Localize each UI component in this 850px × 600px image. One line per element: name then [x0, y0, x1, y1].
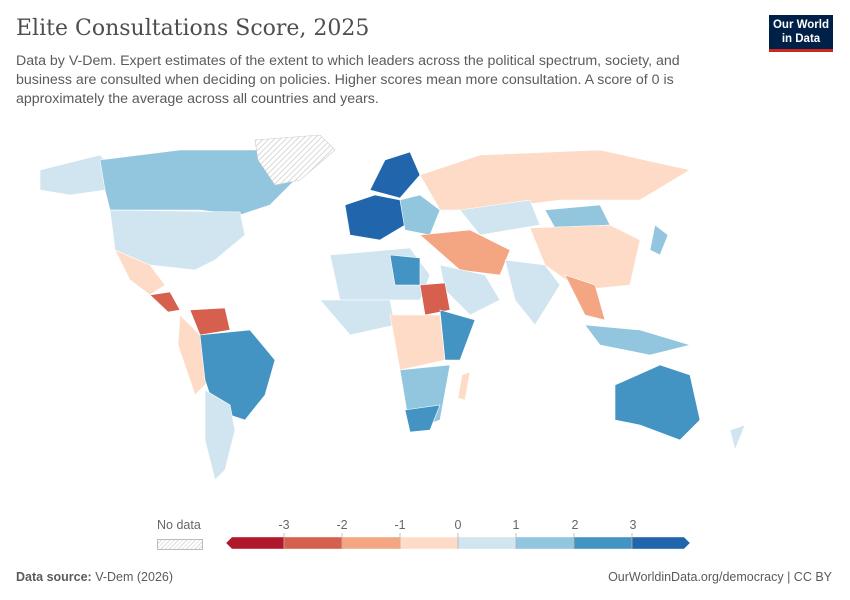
region-libya[interactable]	[389, 254, 421, 286]
legend-bar	[225, 533, 691, 550]
region-canada[interactable]	[99, 149, 301, 216]
region-sudan[interactable]	[419, 282, 451, 316]
logo-line1: Our World	[772, 19, 829, 31]
region-south-africa[interactable]	[404, 404, 441, 433]
region-venezuela[interactable]	[189, 307, 231, 336]
region-greenland[interactable]	[254, 134, 336, 186]
region-east-africa[interactable]	[439, 309, 476, 361]
region-scandinavia[interactable]	[369, 151, 421, 199]
legend-bin[interactable]	[573, 536, 633, 550]
legend-tick: 3	[629, 518, 637, 532]
region-western-europe[interactable]	[344, 194, 406, 241]
legend-bin[interactable]	[225, 536, 285, 550]
region-russia[interactable]	[419, 149, 691, 211]
region-new-zealand[interactable]	[729, 424, 746, 451]
source-label: Data source:	[16, 570, 92, 584]
region-argentina-chile[interactable]	[204, 389, 236, 481]
region-madagascar[interactable]	[457, 371, 471, 401]
no-data-label: No data	[157, 518, 201, 532]
chart-subtitle: Data by V-Dem. Expert estimates of the e…	[16, 53, 680, 107]
legend-bin[interactable]	[515, 536, 575, 550]
legend-tick: 2	[571, 518, 579, 532]
region-central-africa[interactable]	[389, 314, 446, 371]
no-data-swatch	[157, 539, 203, 550]
logo-line2: in Data	[781, 33, 821, 45]
region-middle-east[interactable]	[419, 229, 511, 276]
chart-title: Elite Consultations Score, 2025	[16, 16, 370, 41]
legend-tick: 0	[454, 518, 462, 532]
source-value[interactable]: V-Dem (2026)	[95, 570, 174, 584]
color-legend: No data -3 -2 -1 0 1 2 3	[0, 515, 850, 555]
legend-bin[interactable]	[341, 536, 401, 550]
legend-tick: -2	[336, 518, 348, 532]
region-central-america[interactable]	[149, 291, 181, 313]
region-indonesia[interactable]	[584, 324, 692, 356]
region-colombia-peru[interactable]	[177, 314, 211, 396]
region-west-africa[interactable]	[319, 299, 396, 336]
region-japan[interactable]	[649, 224, 669, 256]
legend-tick: 1	[512, 518, 520, 532]
owid-logo[interactable]: Our World in Data	[769, 15, 833, 52]
footer-link[interactable]: OurWorldinData.org/democracy | CC BY	[608, 570, 832, 584]
region-alaska[interactable]	[39, 154, 111, 196]
legend-tick: -3	[278, 518, 290, 532]
world-map[interactable]	[0, 120, 850, 500]
legend-bin[interactable]	[283, 536, 343, 550]
region-australia[interactable]	[614, 364, 701, 441]
region-mexico[interactable]	[114, 249, 166, 296]
region-eastern-europe[interactable]	[399, 194, 441, 236]
data-source: Data source: V-Dem (2026)	[16, 570, 173, 584]
region-india[interactable]	[504, 259, 561, 326]
region-southeast-asia[interactable]	[564, 274, 606, 321]
region-brazil[interactable]	[199, 329, 276, 421]
legend-bin[interactable]	[457, 536, 517, 550]
legend-tick: -1	[394, 518, 406, 532]
legend-bin[interactable]	[399, 536, 459, 550]
legend-bin[interactable]	[631, 536, 691, 550]
region-kazakhstan[interactable]	[459, 199, 541, 236]
region-mongolia[interactable]	[544, 204, 611, 229]
